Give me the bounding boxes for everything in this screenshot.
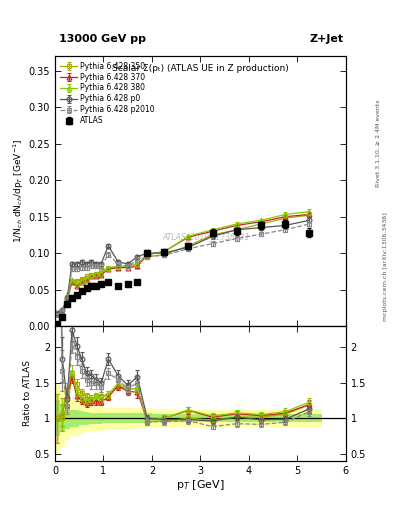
Text: mcplots.cern.ch [arXiv:1306.3436]: mcplots.cern.ch [arXiv:1306.3436] <box>383 212 387 321</box>
Text: Scalar Σ(pₜ) (ATLAS UE in Z production): Scalar Σ(pₜ) (ATLAS UE in Z production) <box>112 65 289 73</box>
Text: 13000 GeV pp: 13000 GeV pp <box>59 33 146 44</box>
Text: ATLAS_2019_I1736531: ATLAS_2019_I1736531 <box>163 232 250 242</box>
Legend: Pythia 6.428 350, Pythia 6.428 370, Pythia 6.428 380, Pythia 6.428 p0, Pythia 6.: Pythia 6.428 350, Pythia 6.428 370, Pyth… <box>59 60 156 127</box>
Text: Rivet 3.1.10, ≥ 2.4M events: Rivet 3.1.10, ≥ 2.4M events <box>376 99 381 187</box>
Text: Z+Jet: Z+Jet <box>310 33 344 44</box>
X-axis label: p$_T$ [GeV]: p$_T$ [GeV] <box>176 478 225 493</box>
Y-axis label: 1/N$_{ch}$ dN$_{ch}$/dp$_T$ [GeV$^{-1}$]: 1/N$_{ch}$ dN$_{ch}$/dp$_T$ [GeV$^{-1}$] <box>11 139 26 243</box>
Y-axis label: Ratio to ATLAS: Ratio to ATLAS <box>23 360 32 426</box>
